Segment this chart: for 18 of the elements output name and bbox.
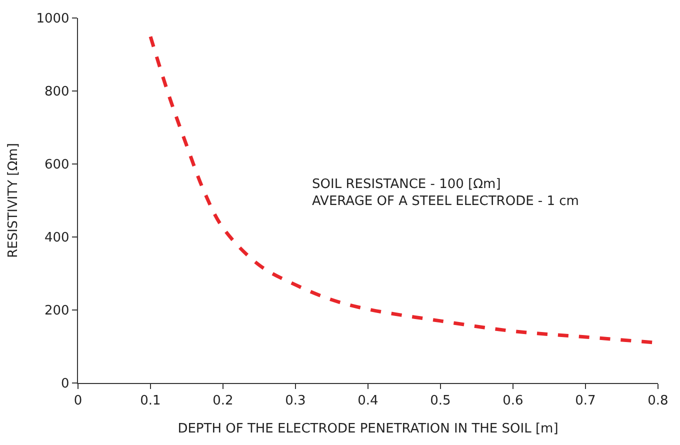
x-tick-label: 0.4 <box>358 394 378 409</box>
y-axis-title: RESISTIVITY [Ωm] <box>6 143 22 258</box>
y-tick-label: 1000 <box>36 12 70 27</box>
x-tick-label: 0.2 <box>212 394 234 409</box>
x-tick-label: 0.5 <box>430 394 451 409</box>
x-tick-label: 0.1 <box>140 394 161 409</box>
annotation: SOIL RESISTANCE - 100 [Ωm] AVERAGE OF A STEEL ELECTRODE - 1 cm <box>312 177 579 209</box>
x-tick-label: 0 <box>74 394 82 409</box>
y-tick-label: 400 <box>44 230 70 246</box>
y-tick-label: 600 <box>44 158 70 173</box>
y-tick-label: 0 <box>61 376 70 392</box>
x-axis-title: DEPTH OF THE ELECTRODE PENETRATION IN THE SOIL [m] <box>178 421 558 436</box>
x-tick-label: 0.7 <box>575 394 596 409</box>
x-tick-label: 0.3 <box>285 394 306 409</box>
y-tick-label: 200 <box>44 304 70 319</box>
x-tick-label: 0.8 <box>648 394 668 409</box>
y-tick-label: 800 <box>44 84 70 100</box>
x-tick-label: 0.6 <box>502 394 524 409</box>
